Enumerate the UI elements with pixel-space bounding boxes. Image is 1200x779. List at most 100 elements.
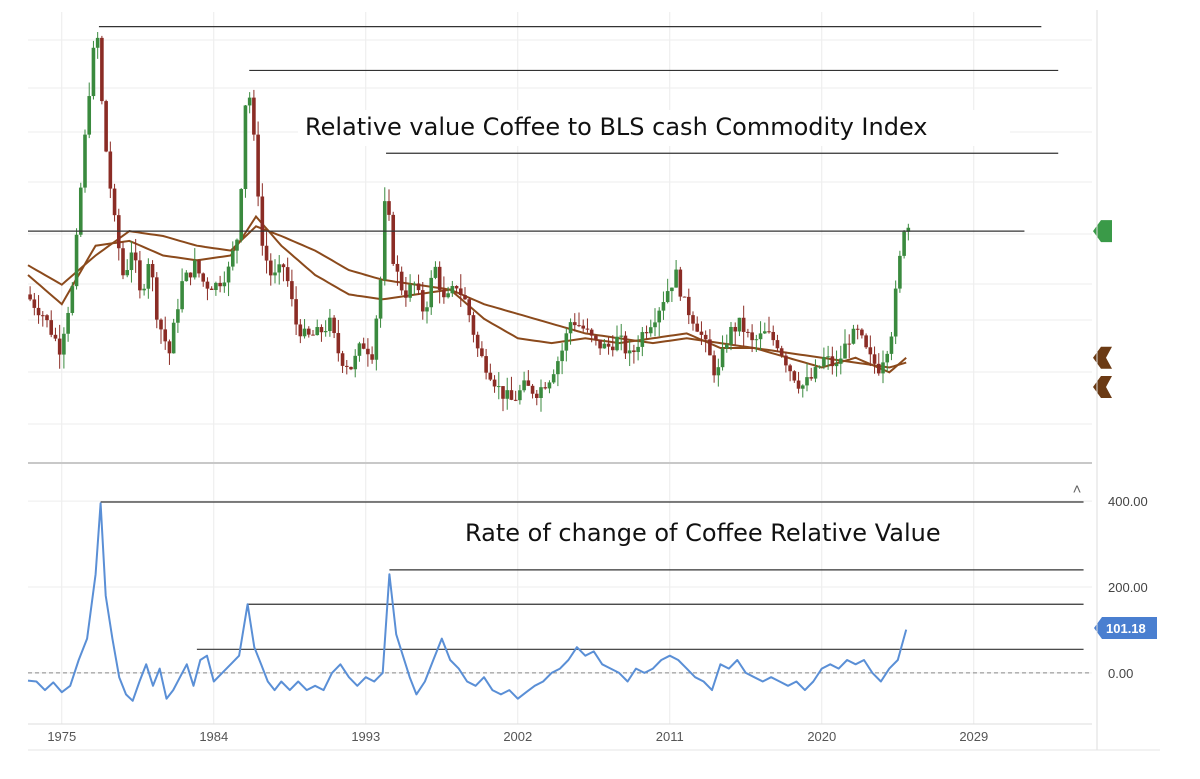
last-value-badge: 101.18 (1094, 617, 1157, 639)
candle-body (505, 390, 510, 399)
candle-body (399, 271, 404, 291)
candle-body (290, 281, 294, 300)
candle-body (547, 382, 552, 389)
y-axis-ticks: 400.00 200.00 0.00 (1108, 494, 1148, 681)
candle-body (454, 285, 459, 289)
candle-body (159, 319, 163, 330)
candle-body (121, 248, 125, 276)
candle-body (357, 343, 362, 356)
candle-body (758, 333, 763, 340)
candle-body (699, 331, 704, 335)
candle-body (775, 340, 780, 349)
candle-body (344, 365, 349, 367)
candle-body (568, 322, 573, 334)
candle-body (695, 323, 700, 332)
candle-body (488, 372, 493, 380)
candle-body (378, 279, 383, 319)
candle-body (138, 260, 142, 291)
candle-body (754, 339, 759, 341)
candle-body (328, 317, 332, 332)
candle-body (74, 234, 79, 287)
candle-body (239, 189, 244, 240)
candle-body (762, 331, 767, 334)
candle-body (53, 334, 58, 339)
candle-body (49, 320, 54, 335)
candle-body (95, 37, 100, 48)
candle-body (315, 327, 320, 336)
x-axis-ticks: 1975 1984 1993 2002 2011 2020 2029 (47, 729, 988, 744)
candle-body (163, 329, 168, 342)
candle-body (277, 264, 282, 273)
candle-body (678, 269, 683, 297)
candle-body (543, 387, 548, 389)
candle-body (171, 322, 176, 354)
candle-body (589, 329, 594, 336)
candle-body (28, 294, 32, 300)
candle-body (425, 307, 429, 312)
candle-body (214, 282, 218, 291)
candle-body (501, 386, 505, 399)
candle-body (311, 334, 315, 336)
candle-body (370, 354, 374, 360)
candle-body (817, 366, 822, 368)
collapse-pane-icon[interactable]: ˄ (1073, 481, 1082, 498)
candle-body (648, 327, 653, 334)
candle-body (602, 343, 607, 349)
candle-body (893, 288, 898, 337)
candle-body (708, 339, 712, 356)
candle-body (382, 201, 387, 280)
candle-body (188, 272, 193, 278)
candle-body (898, 255, 902, 289)
candle-body (416, 283, 421, 291)
candle-body (100, 37, 104, 102)
candle-body (387, 201, 391, 215)
candle-body (408, 284, 412, 298)
candle-body (724, 344, 729, 349)
candle-body (450, 285, 455, 294)
candle-body (623, 335, 628, 354)
candle-body (653, 322, 657, 328)
candle-body (539, 387, 543, 398)
candle-body (661, 302, 666, 311)
candle-body (619, 335, 624, 337)
candle-body (530, 385, 535, 394)
candle-body (889, 336, 894, 354)
candle-body (463, 295, 467, 300)
candle-body (268, 260, 273, 276)
candle-body (581, 325, 586, 329)
y-tick-label: 200.00 (1108, 580, 1148, 595)
candle-body (551, 374, 556, 383)
candlestick-series (28, 32, 911, 412)
y-tick-label: 400.00 (1108, 494, 1148, 509)
candle-body (822, 357, 826, 367)
candle-body (902, 231, 906, 256)
price-marker-brown (1093, 375, 1112, 398)
candle-body (66, 312, 70, 334)
candle-body (855, 328, 860, 330)
candle-body (294, 299, 298, 325)
candle-body (112, 188, 117, 216)
candle-body (800, 385, 805, 389)
candle-body (458, 288, 463, 296)
candle-body (78, 187, 83, 235)
candle-body (281, 264, 286, 268)
candle-body (57, 338, 62, 355)
candle-body (218, 282, 222, 287)
candle-body (209, 288, 214, 291)
candle-body (665, 291, 670, 303)
candle-body (273, 272, 277, 276)
candle-body (45, 315, 49, 321)
candle-body (62, 333, 66, 355)
candle-body (91, 47, 96, 97)
candle-body (598, 339, 602, 349)
last-value-label: 101.18 (1106, 621, 1146, 636)
candle-body (374, 318, 379, 360)
candle-body (340, 353, 345, 366)
bottom-annotation: Rate of change of Coffee Relative Value (465, 519, 941, 547)
moving-average-1 (27, 225, 907, 369)
candle-body (361, 343, 366, 349)
candle-body (729, 326, 733, 345)
candle-body (610, 346, 615, 351)
candle-body (235, 239, 239, 251)
